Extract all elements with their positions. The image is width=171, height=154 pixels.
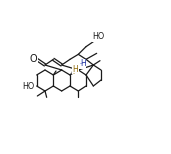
- Text: ..: ..: [73, 69, 76, 75]
- Text: HO: HO: [93, 32, 105, 41]
- Text: HO: HO: [22, 81, 35, 91]
- Text: H: H: [80, 59, 86, 68]
- Text: O: O: [30, 54, 37, 64]
- Text: ...: ...: [79, 60, 84, 65]
- Text: H: H: [73, 65, 78, 73]
